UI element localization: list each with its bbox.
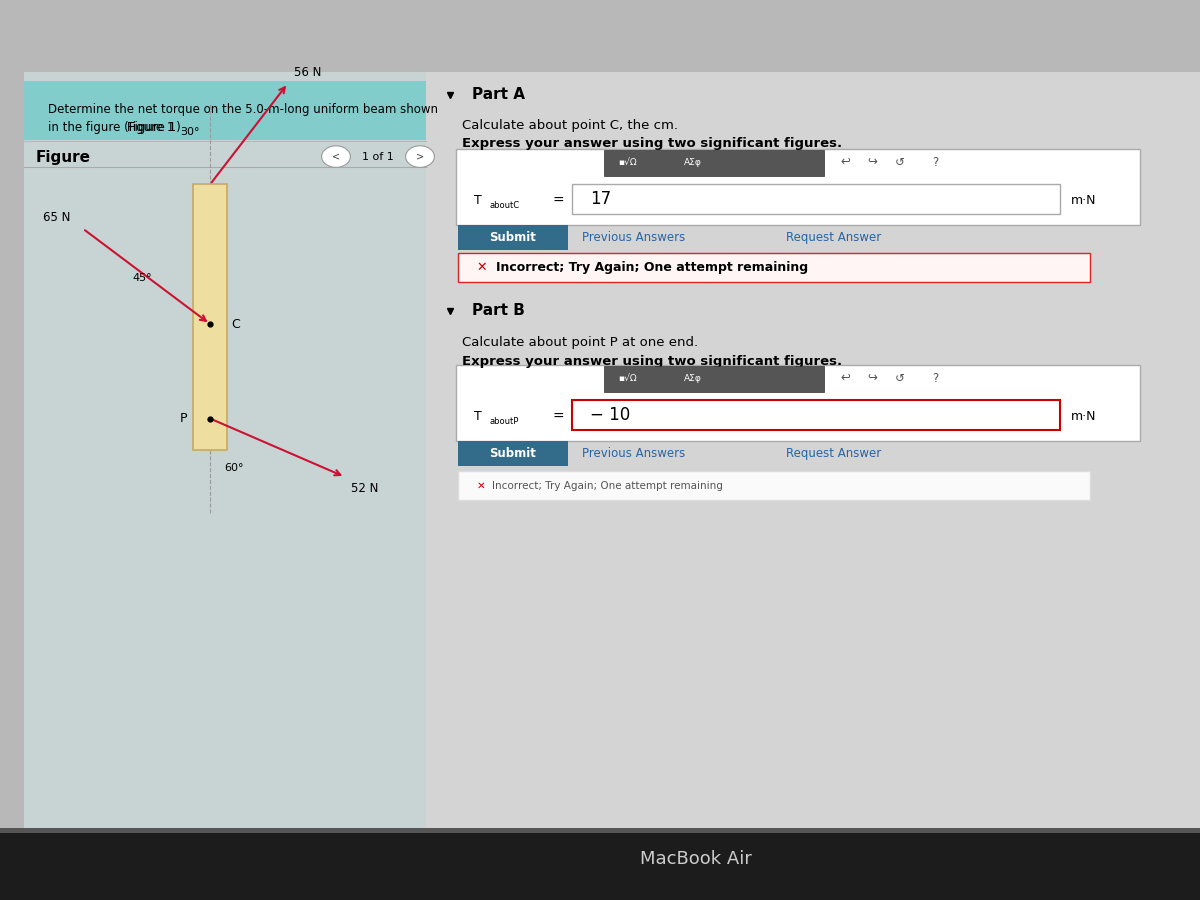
Text: in the figure (Figure 1).: in the figure (Figure 1). (48, 122, 185, 134)
Text: ?: ? (932, 373, 938, 385)
Text: Part A: Part A (472, 87, 524, 102)
Bar (24, 81, 426, 140)
Text: ✕: ✕ (476, 481, 485, 491)
Text: >: > (416, 151, 424, 162)
Text: ✕: ✕ (476, 261, 487, 274)
Text: 65 N: 65 N (43, 211, 71, 224)
Text: =: = (552, 194, 564, 208)
Text: Calculate about point P at one end.: Calculate about point P at one end. (462, 336, 698, 348)
Text: Incorrect; Try Again; One attempt remaining: Incorrect; Try Again; One attempt remain… (496, 261, 808, 274)
Bar (24, 72, 426, 828)
Text: Previous Answers: Previous Answers (582, 231, 685, 244)
Text: 45°: 45° (132, 273, 151, 283)
Text: − 10: − 10 (590, 406, 631, 424)
Text: ↪: ↪ (868, 157, 877, 169)
Text: ↩: ↩ (840, 373, 850, 385)
Text: =: = (552, 410, 564, 424)
Text: ↺: ↺ (895, 157, 905, 169)
Text: 30°: 30° (180, 127, 199, 137)
FancyBboxPatch shape (572, 400, 1060, 430)
Text: ↪: ↪ (868, 373, 877, 385)
Text: aboutP: aboutP (490, 417, 518, 426)
Text: AΣφ: AΣφ (684, 374, 702, 383)
Text: C: C (232, 318, 240, 330)
Text: T: T (474, 194, 481, 207)
Text: 1 of 1: 1 of 1 (362, 151, 394, 162)
FancyBboxPatch shape (572, 184, 1060, 214)
Text: Figure: Figure (36, 150, 91, 165)
Text: 56 N: 56 N (294, 66, 322, 78)
Text: Request Answer: Request Answer (786, 447, 881, 460)
FancyBboxPatch shape (458, 471, 1090, 500)
Bar (193, 184, 227, 450)
FancyBboxPatch shape (458, 441, 568, 466)
Bar (426, 72, 1200, 828)
FancyBboxPatch shape (604, 366, 824, 392)
Text: Submit: Submit (490, 447, 536, 460)
Bar (0, 832, 1200, 900)
Text: AΣφ: AΣφ (684, 158, 702, 167)
Text: m·N: m·N (1070, 194, 1096, 207)
Text: P: P (180, 412, 187, 425)
Circle shape (406, 146, 434, 167)
Text: ▪√Ω: ▪√Ω (618, 374, 637, 383)
Text: ?: ? (932, 157, 938, 169)
FancyBboxPatch shape (604, 150, 824, 176)
Text: Express your answer using two significant figures.: Express your answer using two significan… (462, 356, 842, 368)
Text: ▪√Ω: ▪√Ω (618, 158, 637, 167)
Text: Submit: Submit (490, 231, 536, 244)
Text: Express your answer using two significant figures.: Express your answer using two significan… (462, 138, 842, 150)
Text: Determine the net torque on the 5.0-m-long uniform beam shown: Determine the net torque on the 5.0-m-lo… (48, 104, 438, 116)
Text: Calculate about point C, the cm.: Calculate about point C, the cm. (462, 120, 678, 132)
Text: T: T (474, 410, 481, 423)
Text: aboutC: aboutC (490, 201, 520, 210)
Text: Incorrect; Try Again; One attempt remaining: Incorrect; Try Again; One attempt remain… (492, 481, 722, 491)
Text: 17: 17 (590, 190, 612, 208)
FancyBboxPatch shape (456, 364, 1140, 441)
Text: Figure 1: Figure 1 (127, 122, 174, 134)
Text: Request Answer: Request Answer (786, 231, 881, 244)
Text: Previous Answers: Previous Answers (582, 447, 685, 460)
Circle shape (322, 146, 350, 167)
Text: 60°: 60° (224, 463, 244, 473)
Text: ↺: ↺ (895, 373, 905, 385)
Text: 52 N: 52 N (352, 482, 378, 494)
FancyBboxPatch shape (458, 253, 1090, 282)
Text: m·N: m·N (1070, 410, 1096, 423)
FancyBboxPatch shape (458, 225, 568, 250)
Bar (0, 828, 1200, 832)
Text: MacBook Air: MacBook Air (640, 850, 752, 868)
Text: <: < (332, 151, 340, 162)
FancyBboxPatch shape (456, 148, 1140, 225)
Text: ↩: ↩ (840, 157, 850, 169)
Text: Part B: Part B (472, 303, 524, 318)
